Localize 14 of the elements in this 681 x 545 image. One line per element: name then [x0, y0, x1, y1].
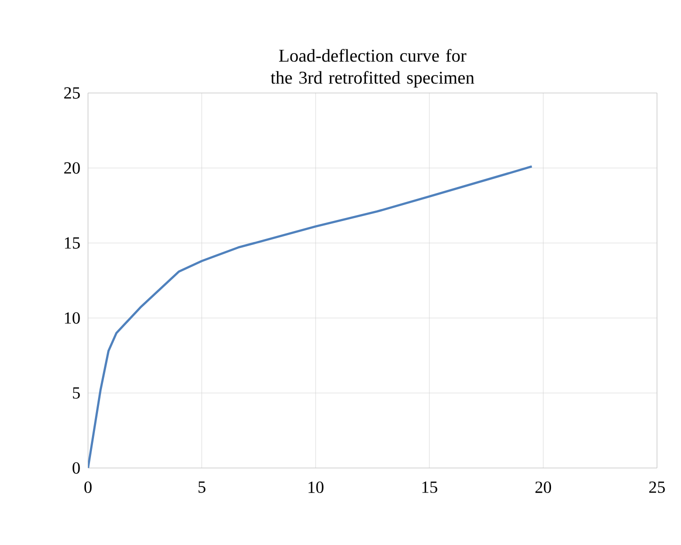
chart-title: Load-deflection curve for the 3rd retrofitted specimen — [270, 48, 474, 88]
x-tick-label: 25 — [649, 482, 665, 493]
x-tick-label: 5 — [198, 482, 206, 493]
y-tick-label: 25 — [64, 87, 80, 99]
x-tick-label: 20 — [535, 482, 552, 493]
y-tick-label: 20 — [64, 162, 80, 174]
y-tick-label: 5 — [72, 387, 80, 399]
x-tick-label: 15 — [422, 482, 438, 493]
y-tick-label: 0 — [72, 462, 80, 474]
x-tick-label: 10 — [308, 482, 324, 493]
x-tick-label: 0 — [84, 482, 92, 493]
line-series — [88, 165, 533, 468]
y-tick-label: 10 — [64, 312, 80, 324]
y-tick-label: 15 — [64, 237, 80, 249]
